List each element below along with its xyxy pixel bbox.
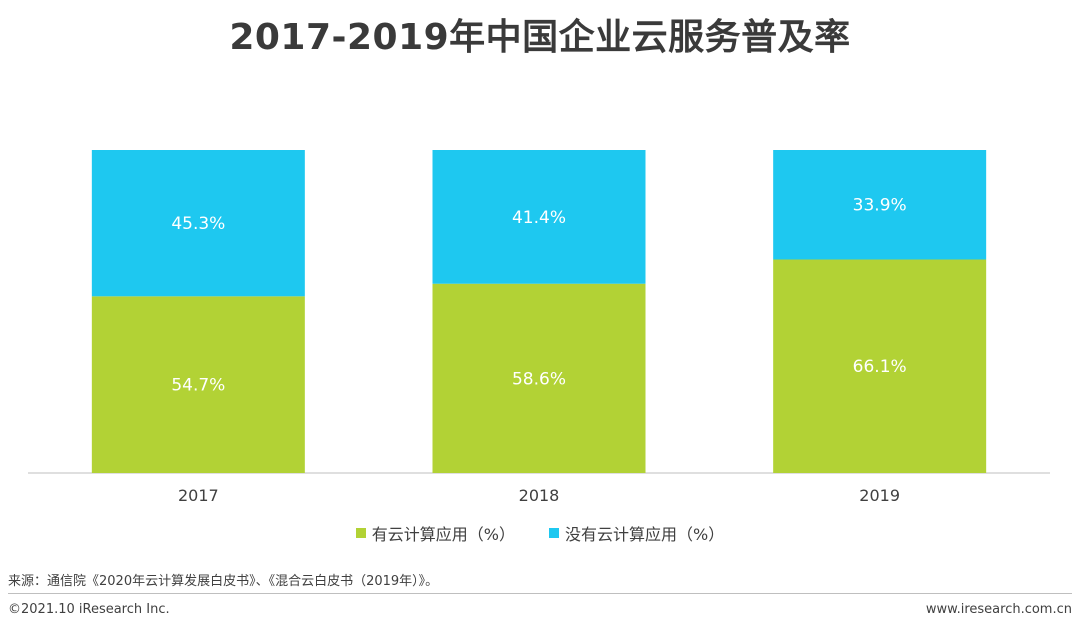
legend-label-without-cloud: 没有云计算应用（%）	[565, 525, 725, 544]
website-text: www.iresearch.com.cn	[925, 602, 1072, 617]
legend-swatch-with-cloud	[355, 528, 366, 538]
legend-item-without-cloud: 没有云计算应用（%）	[549, 521, 724, 545]
bar-with-cloud-2019	[773, 259, 987, 473]
legend-item-with-cloud: 有云计算应用（%）	[355, 521, 515, 545]
data-label-without-cloud-2019: 33.9%	[853, 196, 907, 216]
footer-divider	[8, 593, 1072, 594]
chart-title: 2017-2019年中国企业云服务普及率	[229, 17, 851, 58]
bar-without-cloud-2019	[773, 150, 987, 260]
data-label-with-cloud-2019: 66.1%	[853, 357, 907, 377]
data-label-with-cloud-2017: 54.7%	[171, 376, 225, 396]
legend-label-with-cloud: 有云计算应用（%）	[371, 525, 515, 544]
source-note: 来源：通信院《2020年云计算发展白皮书》、《混合云白皮书（2019年）》。	[8, 574, 439, 589]
bar-with-cloud-2018	[432, 283, 646, 473]
x-tick-label-2019: 2019	[859, 486, 900, 505]
bar-with-cloud-2017	[91, 296, 305, 473]
chart-legend: 有云计算应用（%） 没有云计算应用（%）	[0, 521, 1080, 545]
bar-without-cloud-2018	[432, 150, 646, 284]
data-label-with-cloud-2018: 58.6%	[512, 369, 566, 389]
x-tick-label-2017: 2017	[178, 486, 219, 505]
data-label-without-cloud-2018: 41.4%	[512, 208, 566, 228]
copyright-text: ©2021.10 iResearch Inc.	[8, 602, 170, 617]
data-label-without-cloud-2017: 45.3%	[171, 214, 225, 234]
x-tick-label-2018: 2018	[519, 486, 560, 505]
bar-without-cloud-2017	[91, 150, 305, 297]
legend-swatch-without-cloud	[549, 528, 559, 538]
